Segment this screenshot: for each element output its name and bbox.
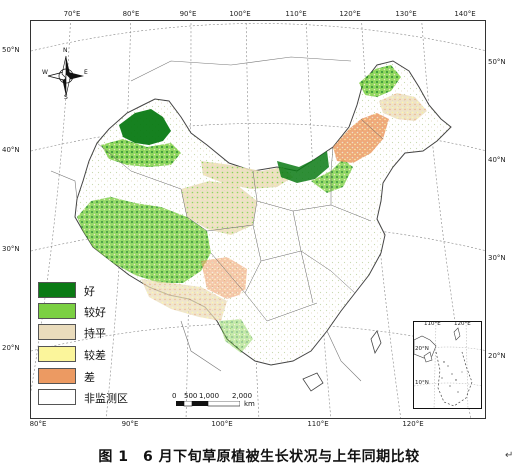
region-equal-inner-mongolia-west bbox=[201, 161, 293, 189]
return-mark-icon: ↵ bbox=[505, 450, 514, 461]
tick-right-50n: 50°N bbox=[488, 58, 506, 66]
legend-label-poorer: 较差 bbox=[84, 349, 106, 362]
tick-top-70e: 70°E bbox=[63, 10, 81, 18]
hainan-outline bbox=[302, 372, 324, 392]
tick-right-20n: 20°N bbox=[488, 352, 506, 360]
legend-label-unmonitored: 非监测区 bbox=[84, 392, 128, 405]
scale-label-2000: 2,000 bbox=[232, 392, 253, 400]
tick-bottom-100e: 100°E bbox=[211, 420, 233, 428]
tick-top-90e: 90°E bbox=[179, 10, 197, 18]
compass-star-icon bbox=[47, 55, 84, 97]
tick-top-130e: 130°E bbox=[395, 10, 417, 18]
region-equal-qinghai bbox=[181, 181, 257, 235]
scale-unit: km bbox=[244, 400, 255, 408]
taiwan-outline bbox=[370, 330, 382, 354]
legend-item-poor: 差 bbox=[38, 368, 188, 386]
inset-tick-20n: 20°N bbox=[415, 346, 429, 352]
tick-bottom-120e: 120°E bbox=[402, 420, 424, 428]
compass-s: S bbox=[64, 94, 68, 101]
scale-label-1000: 1,000 bbox=[199, 392, 220, 400]
map-frame bbox=[30, 20, 486, 419]
tick-top-110e: 110°E bbox=[285, 10, 307, 18]
tick-left-40n: 40°N bbox=[2, 146, 20, 154]
inset-tick-120e: 120°E bbox=[454, 321, 471, 327]
region-good-xinjiang bbox=[119, 109, 171, 145]
tick-bottom-80e: 80°E bbox=[29, 420, 47, 428]
inset-tick-110e: 110°E bbox=[424, 321, 441, 327]
tick-bottom-90e: 90°E bbox=[121, 420, 139, 428]
tick-top-100e: 100°E bbox=[229, 10, 251, 18]
region-poor-northeast bbox=[379, 93, 427, 121]
legend-label-equal: 持平 bbox=[84, 327, 106, 340]
tick-top-120e: 120°E bbox=[339, 10, 361, 18]
legend-swatch-unmonitored bbox=[38, 389, 76, 405]
region-poor-south-tibet bbox=[141, 279, 227, 321]
tick-right-30n: 30°N bbox=[488, 254, 506, 262]
legend-item-good: 好 bbox=[38, 282, 188, 300]
tick-left-50n: 50°N bbox=[2, 46, 20, 54]
region-better-inner-mongolia bbox=[311, 159, 353, 193]
compass-e: E bbox=[84, 69, 88, 76]
region-mixed-south bbox=[231, 283, 331, 357]
scale-label-0: 0 bbox=[172, 392, 177, 400]
scale-label-500: 500 bbox=[184, 392, 198, 400]
compass-w: W bbox=[42, 69, 48, 76]
map-canvas bbox=[31, 21, 485, 418]
legend-swatch-better bbox=[38, 303, 76, 319]
region-worse-east-tibet bbox=[201, 257, 247, 299]
tick-bottom-110e: 110°E bbox=[307, 420, 329, 428]
legend-label-better: 较好 bbox=[84, 306, 106, 319]
legend-item-equal: 持平 bbox=[38, 324, 188, 342]
neighbor-borders bbox=[50, 56, 362, 382]
compass-n: N bbox=[63, 47, 68, 54]
tick-left-20n: 20°N bbox=[2, 344, 20, 352]
legend-swatch-good bbox=[38, 282, 76, 298]
region-better-tibet bbox=[77, 197, 211, 283]
legend-swatch-poor bbox=[38, 368, 76, 384]
south-china-sea-inset: 110°E 120°E 20°N 10°N bbox=[413, 321, 482, 409]
legend-label-good: 好 bbox=[84, 285, 95, 298]
scale-bar-graphic bbox=[176, 401, 240, 407]
province-borders bbox=[96, 118, 384, 322]
region-better-xinjiang bbox=[101, 139, 181, 167]
legend-swatch-equal bbox=[38, 324, 76, 340]
tick-right-40n: 40°N bbox=[488, 156, 506, 164]
inset-tick-10n: 10°N bbox=[415, 380, 429, 386]
figure-caption: 图 1 6 月下旬草原植被生长状况与上年同期比较 bbox=[98, 449, 420, 465]
region-better-northeast bbox=[359, 65, 401, 97]
scale-bar: 0 500 1,000 2,000 km bbox=[172, 392, 262, 412]
tick-top-140e: 140°E bbox=[454, 10, 476, 18]
tick-top-80e: 80°E bbox=[122, 10, 140, 18]
legend-label-poor: 差 bbox=[84, 371, 95, 384]
region-better-southwest bbox=[219, 319, 253, 353]
inset-map bbox=[414, 322, 481, 408]
legend-item-poorer: 较差 bbox=[38, 346, 188, 364]
tick-left-30n: 30°N bbox=[2, 245, 20, 253]
legend-swatch-poorer bbox=[38, 346, 76, 362]
compass-rose: N S W E bbox=[42, 47, 88, 101]
region-good-inner-mongolia bbox=[277, 151, 329, 183]
region-worse-northeast bbox=[333, 113, 389, 163]
legend-item-better: 较好 bbox=[38, 303, 188, 321]
legend-item-unmonitored: 非监测区 bbox=[38, 389, 188, 407]
